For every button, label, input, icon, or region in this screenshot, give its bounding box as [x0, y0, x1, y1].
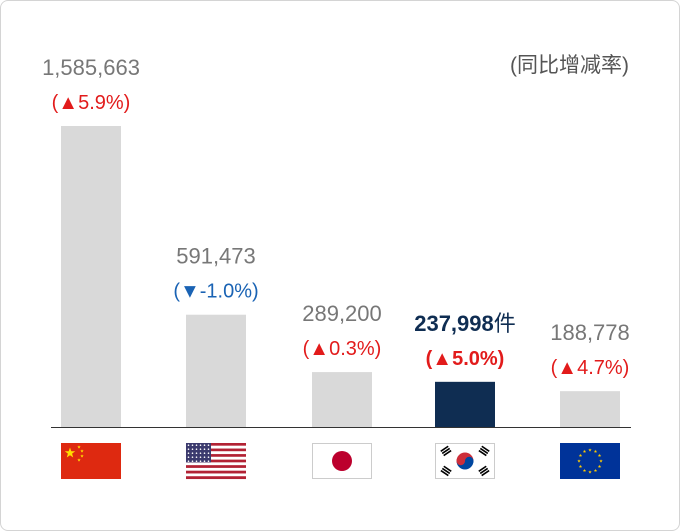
change-label-korea: (▲5.0%) — [426, 348, 505, 370]
value-label-japan: 289,200 — [302, 301, 382, 326]
value-label-usa: 591,473 — [176, 244, 256, 269]
change-label-eu: (▲4.7%) — [551, 357, 630, 379]
change-label-usa: (▼-1.0%) — [173, 281, 258, 303]
bar-china — [61, 126, 121, 427]
flag-china-icon — [61, 443, 121, 479]
value-label-china: 1,585,663 — [42, 55, 140, 80]
change-label-japan: (▲0.3%) — [303, 338, 382, 360]
bar-eu — [560, 391, 620, 427]
flag-usa-icon — [186, 443, 246, 480]
flag-korea-icon — [435, 443, 495, 479]
bar-usa — [186, 314, 246, 427]
value-label-eu: 188,778 — [550, 320, 630, 345]
bar-korea — [435, 381, 495, 427]
value-label-korea: 237,998件 — [414, 311, 516, 336]
flag-japan-icon — [312, 443, 372, 479]
flag-eu-icon — [560, 443, 620, 479]
chart-note: (同比增减率) — [510, 54, 629, 77]
change-label-china: (▲5.9%) — [52, 92, 131, 114]
bar-japan — [312, 372, 372, 427]
unit-suffix: 件 — [494, 311, 516, 336]
